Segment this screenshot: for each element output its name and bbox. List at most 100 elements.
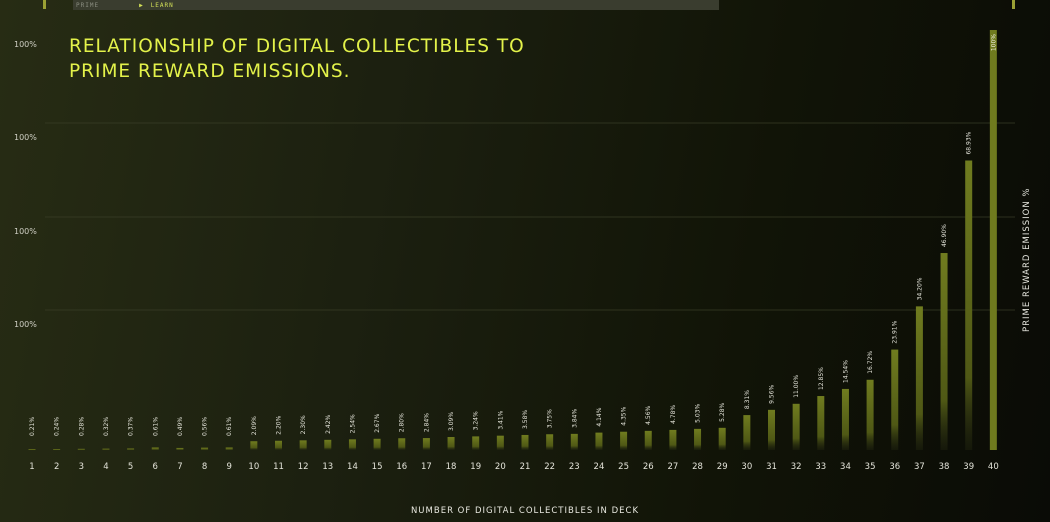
x-tick-label: 33 xyxy=(815,462,826,472)
x-tick-label: 7 xyxy=(177,462,182,472)
x-tick-label: 10 xyxy=(248,462,259,472)
x-tick-label: 5 xyxy=(128,462,133,472)
x-tick-label: 32 xyxy=(791,462,802,472)
x-tick-label: 21 xyxy=(520,462,531,472)
y-tick-label: 100% xyxy=(14,227,37,236)
bar-value-label: 3.58% xyxy=(522,410,529,429)
bar-value-label: 0.61% xyxy=(226,417,233,436)
bar xyxy=(447,437,455,450)
bar xyxy=(817,396,825,450)
bar xyxy=(53,448,61,450)
bar-value-label: 3.24% xyxy=(473,411,480,430)
x-axis-label: NUMBER OF DIGITAL COLLECTIBLES IN DECK xyxy=(410,506,640,516)
bar xyxy=(299,440,307,450)
x-tick-label: 12 xyxy=(298,462,309,472)
x-tick-label: 6 xyxy=(153,462,158,472)
x-tick-label: 9 xyxy=(226,462,231,472)
bar-value-label: 4.56% xyxy=(645,405,652,424)
bar-value-label: 8.31% xyxy=(744,390,751,409)
bar-value-label: 4.78% xyxy=(670,405,677,424)
bar xyxy=(989,30,997,450)
bar-value-label: 2.80% xyxy=(399,413,406,432)
bar-value-label: 5.03% xyxy=(695,404,702,423)
x-tick-label: 26 xyxy=(643,462,654,472)
x-tick-label: 28 xyxy=(692,462,703,472)
bar xyxy=(398,438,406,450)
bar xyxy=(841,388,849,450)
bar xyxy=(250,441,258,450)
bar xyxy=(669,429,677,450)
x-tick-label: 29 xyxy=(717,462,728,472)
chart-title: RELATIONSHIP OF DIGITAL COLLECTIBLES TO … xyxy=(69,36,525,82)
bar-value-label: 3.41% xyxy=(497,410,504,429)
bar xyxy=(940,253,948,450)
x-tick-label: 17 xyxy=(421,462,432,472)
bar-value-label: 0.21% xyxy=(29,417,36,436)
bar-value-label: 0.32% xyxy=(103,417,110,436)
bar xyxy=(768,409,775,450)
bar xyxy=(28,449,36,450)
bar-value-label: 0.49% xyxy=(177,417,184,436)
x-tick-label: 11 xyxy=(273,462,284,472)
nav-prime-link[interactable]: PRIME xyxy=(76,1,100,9)
bar-value-label: 23.91% xyxy=(892,320,899,343)
bar xyxy=(472,436,480,450)
x-tick-label: 25 xyxy=(618,462,629,472)
bar xyxy=(595,432,603,450)
bar-value-label: 2.54% xyxy=(349,414,356,433)
x-tick-label: 34 xyxy=(840,462,851,472)
x-tick-label: 38 xyxy=(939,462,950,472)
x-tick-label: 2 xyxy=(54,462,59,472)
nav-arrow-icon: ▶ xyxy=(139,1,144,9)
bar-value-label: 9.56% xyxy=(769,384,776,403)
x-tick-label: 4 xyxy=(103,462,108,472)
bar-value-label: 2.20% xyxy=(276,415,283,434)
bar xyxy=(225,447,233,450)
bar xyxy=(570,433,578,450)
x-tick-label: 16 xyxy=(396,462,407,472)
x-tick-label: 24 xyxy=(594,462,605,472)
bar-value-label: 0.24% xyxy=(54,417,61,436)
bar xyxy=(201,447,209,450)
x-tick-label: 23 xyxy=(569,462,580,472)
bar-value-label: 46.90% xyxy=(941,224,948,247)
y-axis-label: PRIME REWARD EMISSION % xyxy=(1022,187,1032,332)
bar xyxy=(915,306,923,450)
bar xyxy=(373,438,381,450)
nav-learn-link[interactable]: LEARN xyxy=(150,1,174,9)
bar xyxy=(546,434,554,450)
bar xyxy=(348,439,356,450)
bar-value-label: 2.09% xyxy=(251,416,258,435)
bar-value-label: 100% xyxy=(990,34,997,51)
bar xyxy=(965,160,973,450)
x-tick-label: 22 xyxy=(544,462,555,472)
bar-value-label: 14.54% xyxy=(842,360,849,383)
bar xyxy=(151,447,159,450)
bar-value-label: 0.28% xyxy=(78,417,85,436)
x-tick-label: 30 xyxy=(741,462,752,472)
top-nav-bar: PRIME ▶ LEARN xyxy=(73,0,719,10)
bar-value-label: 68.93% xyxy=(966,131,973,154)
bar-value-label: 12.85% xyxy=(818,367,825,390)
x-tick-label: 15 xyxy=(372,462,383,472)
x-tick-label: 18 xyxy=(446,462,457,472)
bar xyxy=(77,448,85,450)
x-tick-label: 14 xyxy=(347,462,358,472)
bar-value-label: 0.56% xyxy=(202,417,209,436)
x-tick-label: 35 xyxy=(865,462,876,472)
bar xyxy=(718,427,726,450)
bar xyxy=(496,435,504,450)
bar xyxy=(743,415,751,450)
bar xyxy=(521,434,529,450)
bar xyxy=(620,431,628,450)
x-tick-label: 13 xyxy=(322,462,333,472)
right-edge-tick xyxy=(1012,0,1015,9)
bar-value-label: 5.28% xyxy=(719,402,726,421)
bar-value-label: 2.67% xyxy=(374,413,381,432)
bar-value-label: 2.42% xyxy=(325,414,332,433)
bar-value-label: 3.75% xyxy=(547,409,554,428)
bar xyxy=(891,349,899,450)
x-tick-label: 3 xyxy=(79,462,84,472)
x-tick-label: 40 xyxy=(988,462,999,472)
